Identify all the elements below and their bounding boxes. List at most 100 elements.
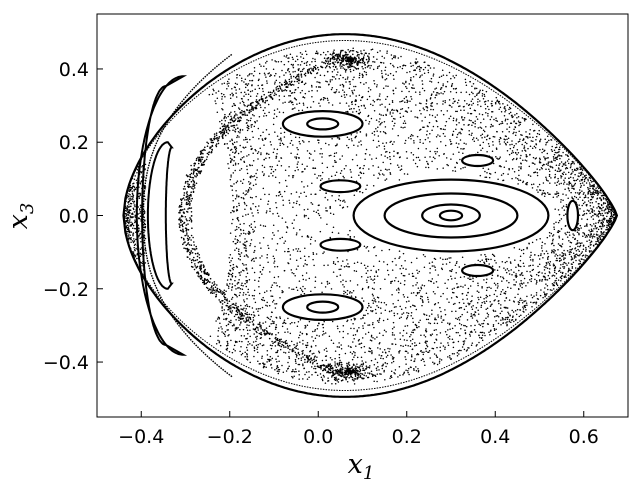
scatter-point bbox=[476, 320, 479, 323]
scatter-point bbox=[434, 157, 436, 160]
scatter-point bbox=[462, 343, 465, 346]
scatter-point bbox=[376, 336, 378, 338]
scatter-point bbox=[464, 325, 466, 327]
scatter-point bbox=[352, 341, 354, 343]
scatter-point bbox=[246, 126, 248, 129]
scatter-point bbox=[585, 246, 587, 249]
scatter-point bbox=[266, 354, 269, 356]
scatter-point bbox=[376, 130, 378, 132]
scatter-point bbox=[579, 244, 582, 247]
scatter-point bbox=[325, 359, 327, 361]
scatter-point bbox=[244, 351, 246, 354]
scatter-point bbox=[480, 134, 482, 137]
scatter-point bbox=[347, 67, 349, 69]
scatter-point bbox=[309, 361, 312, 364]
scatter-point bbox=[327, 83, 330, 86]
scatter-point bbox=[428, 64, 430, 67]
scatter-point bbox=[489, 173, 492, 175]
scatter-point bbox=[367, 250, 370, 252]
scatter-point bbox=[277, 368, 280, 371]
scatter-point bbox=[293, 219, 295, 221]
scatter-point bbox=[388, 103, 391, 105]
scatter-point bbox=[458, 105, 460, 108]
scatter-point bbox=[391, 108, 394, 111]
scatter-point bbox=[234, 341, 237, 344]
scatter-point bbox=[373, 134, 376, 136]
scatter-point bbox=[535, 280, 538, 282]
scatter-point bbox=[247, 189, 250, 192]
scatter-point bbox=[325, 80, 327, 83]
scatter-point bbox=[252, 228, 254, 231]
scatter-point bbox=[287, 367, 290, 370]
scatter-point bbox=[574, 168, 576, 171]
scatter-point bbox=[258, 72, 261, 75]
scatter-point bbox=[451, 288, 454, 290]
scatter-point bbox=[268, 133, 270, 136]
scatter-point bbox=[527, 281, 529, 284]
scatter-point bbox=[389, 173, 392, 175]
scatter-point bbox=[532, 183, 535, 185]
scatter-point bbox=[508, 126, 511, 128]
scatter-point bbox=[295, 248, 297, 250]
scatter-point bbox=[586, 218, 589, 221]
scatter-point bbox=[368, 121, 371, 123]
scatter-point bbox=[227, 115, 229, 118]
scatter-point bbox=[246, 165, 248, 167]
scatter-point bbox=[571, 196, 573, 198]
scatter-point bbox=[295, 345, 297, 348]
scatter-point bbox=[451, 291, 454, 294]
scatter-point bbox=[290, 152, 292, 155]
scatter-point bbox=[399, 66, 401, 68]
scatter-point bbox=[485, 317, 487, 319]
scatter-point bbox=[351, 140, 353, 142]
scatter-point bbox=[271, 357, 274, 360]
scatter-point bbox=[277, 372, 280, 375]
scatter-point bbox=[296, 153, 299, 155]
scatter-point bbox=[241, 288, 244, 290]
scatter-point bbox=[131, 251, 134, 253]
scatter-point bbox=[276, 135, 279, 137]
scatter-point bbox=[376, 58, 378, 61]
scatter-point bbox=[286, 344, 289, 347]
scatter-point bbox=[144, 198, 147, 201]
scatter-point bbox=[469, 302, 471, 305]
scatter-point bbox=[139, 215, 142, 217]
scatter-point bbox=[358, 109, 361, 111]
scatter-point bbox=[425, 134, 428, 136]
scatter-point bbox=[494, 101, 497, 104]
scatter-point bbox=[289, 323, 292, 325]
scatter-point bbox=[323, 97, 325, 99]
scatter-point bbox=[416, 269, 418, 271]
scatter-point bbox=[232, 218, 234, 221]
scatter-point bbox=[581, 242, 583, 244]
scatter-point bbox=[365, 73, 368, 76]
scatter-point bbox=[486, 151, 488, 153]
scatter-point bbox=[276, 265, 279, 268]
scatter-point bbox=[292, 63, 294, 66]
scatter-point bbox=[598, 206, 601, 209]
scatter-point bbox=[513, 279, 515, 281]
scatter-point bbox=[325, 207, 327, 209]
scatter-point bbox=[501, 122, 504, 124]
scatter-point bbox=[251, 84, 253, 86]
scatter-point bbox=[495, 333, 497, 335]
scatter-point bbox=[332, 262, 335, 264]
scatter-point bbox=[227, 287, 230, 289]
scatter-point bbox=[242, 101, 245, 104]
scatter-point bbox=[300, 359, 303, 361]
scatter-point bbox=[419, 139, 421, 141]
scatter-point bbox=[589, 242, 592, 244]
scatter-point bbox=[354, 375, 357, 378]
scatter-point bbox=[268, 358, 271, 361]
scatter-point bbox=[559, 244, 561, 246]
scatter-point bbox=[590, 250, 593, 252]
scatter-point bbox=[350, 134, 353, 136]
scatter-point bbox=[558, 213, 561, 216]
scatter-point bbox=[338, 331, 341, 333]
scatter-point bbox=[436, 125, 439, 128]
scatter-point bbox=[338, 342, 340, 344]
scatter-point bbox=[376, 67, 379, 69]
scatter-point bbox=[460, 307, 463, 309]
scatter-point bbox=[557, 155, 559, 157]
scatter-point bbox=[368, 324, 371, 326]
